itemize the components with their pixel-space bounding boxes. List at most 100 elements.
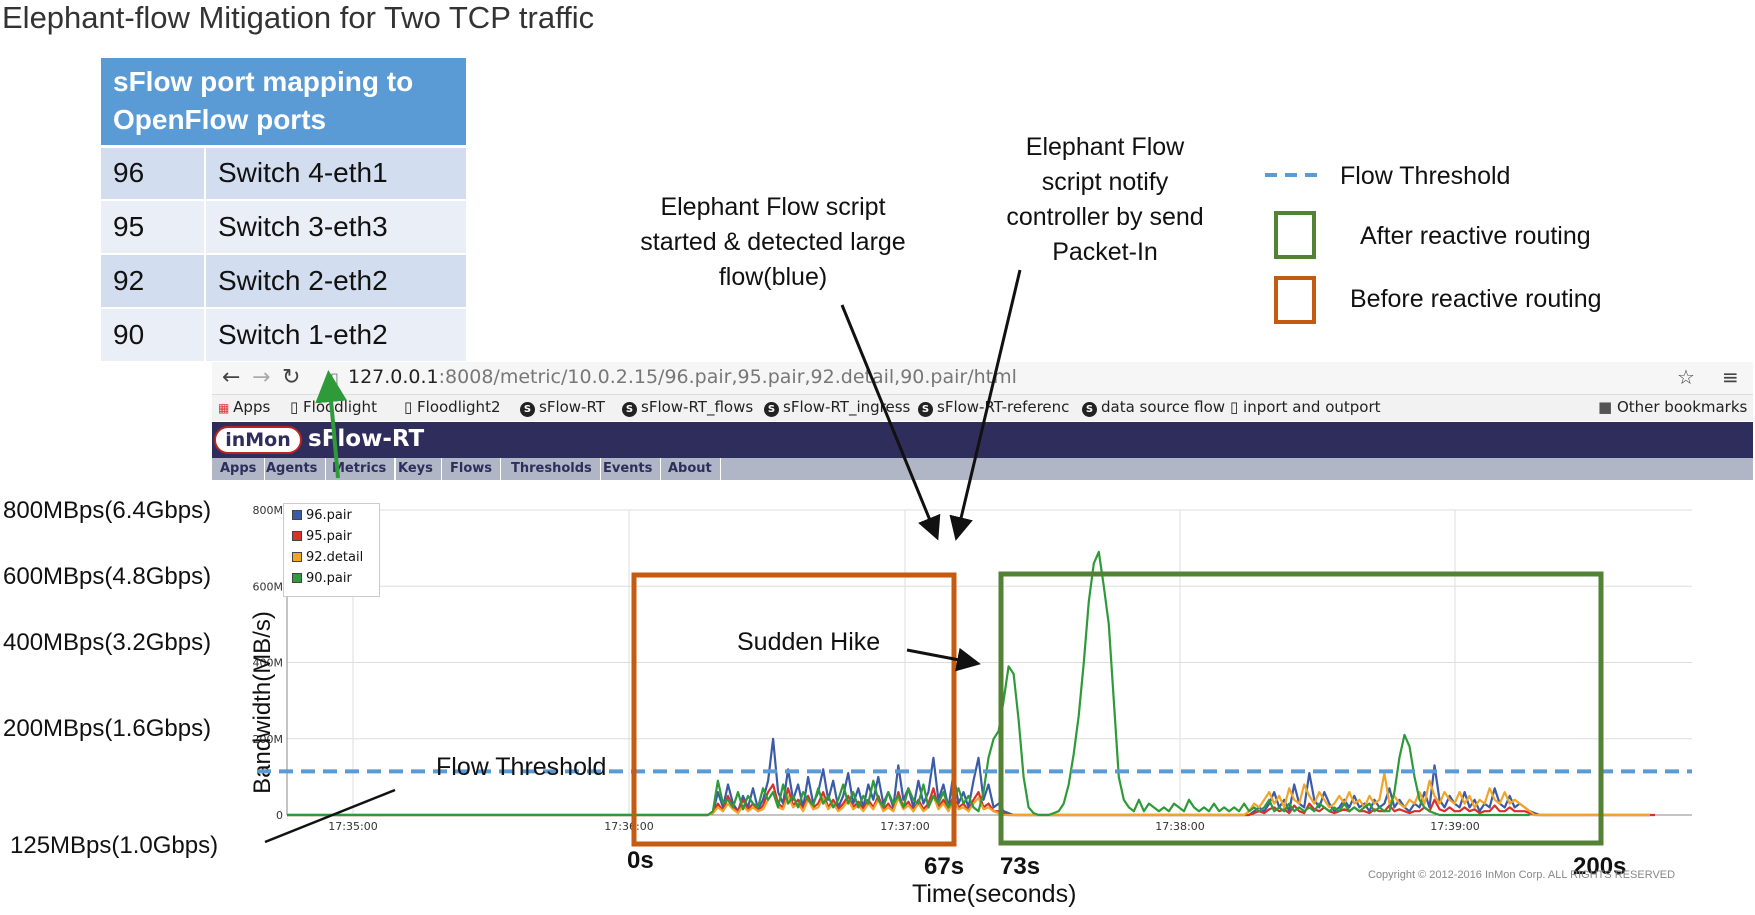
legend-swatch (292, 531, 302, 541)
port-cell: 90 (101, 308, 206, 363)
chart-overlay (257, 173, 1692, 847)
legend-swatch (292, 510, 302, 520)
y-axis-title: Bandwidth(MB/s) (249, 611, 276, 794)
tab-keys[interactable]: Keys (390, 458, 442, 480)
sflow-icon: S (918, 402, 933, 417)
y-tick-label: 400M (253, 657, 284, 670)
arrow-legend-to-table (315, 370, 348, 479)
sflow-icon: S (1082, 402, 1097, 417)
left-label-600: 600MBps(4.8Gbps) (3, 563, 212, 590)
back-icon[interactable]: ← (222, 365, 241, 390)
reload-icon[interactable]: ↻ (282, 365, 301, 390)
chart-grid: 0 200M 400M 600M 800M 17:35:00 17:36:00 17:37:0… (249, 504, 1692, 833)
legend-after-label: After reactive routing (1360, 222, 1591, 250)
page-icon: ▯ (1230, 398, 1244, 416)
legend-item-92[interactable]: 92.detail (292, 550, 363, 565)
legend-swatch (292, 573, 302, 583)
page-icon: ▯ (404, 398, 418, 416)
nav-tabs: Apps Agents Metrics Keys Flows Threshold… (212, 458, 1753, 480)
forward-icon[interactable]: → (252, 365, 271, 390)
table-row: 96 Switch 4-eth1 (101, 146, 466, 201)
legend-item-90[interactable]: 90.pair (292, 571, 352, 586)
tab-apps[interactable]: Apps (212, 458, 266, 480)
bookmark-other[interactable]: ■ Other bookmarks (1598, 398, 1748, 416)
sflow-brand: sFlow-RT (308, 426, 425, 452)
legend-after-swatch (1274, 211, 1316, 259)
mapping-cell: Switch 4-eth1 (205, 146, 466, 201)
seconds-200: 200s (1573, 853, 1627, 880)
x-tick-label: 17:37:00 (880, 820, 929, 833)
port-mapping-header: sFlow port mapping to OpenFlow ports (101, 58, 466, 148)
port-mapping-table: sFlow port mapping to OpenFlow ports 96 … (101, 58, 466, 363)
table-row: 95 Switch 3-eth3 (101, 200, 466, 255)
x-tick-label: 17:35:00 (328, 820, 377, 833)
series-line-90-pair (287, 550, 1530, 817)
before-routing-box (631, 572, 957, 847)
port-cell: 92 (101, 254, 206, 309)
arrow-sudden-hike (906, 647, 981, 672)
menu-icon[interactable]: ≡ (1722, 365, 1739, 389)
seconds-67: 67s (924, 853, 965, 880)
legend-item-96[interactable]: 96.pair (292, 508, 352, 523)
tab-thresholds[interactable]: Thresholds (503, 458, 601, 480)
legend-before-swatch (1274, 276, 1316, 324)
tab-about[interactable]: About (660, 458, 721, 480)
y-tick-label: 0 (276, 809, 283, 822)
y-tick-label: 600M (253, 580, 284, 593)
annotation-sudden-hike: Sudden Hike (737, 628, 881, 656)
url-host: 127.0.0.1 (348, 366, 439, 388)
legend-item-95[interactable]: 95.pair (292, 529, 352, 544)
arrow-notify-controller (949, 269, 1022, 541)
bookmark-inport-outport[interactable]: ▯ inport and outport (1230, 398, 1381, 416)
x-axis-title: Time(seconds) (912, 880, 1077, 908)
mapping-cell: Switch 2-eth2 (205, 254, 466, 309)
sflow-icon: S (520, 402, 535, 417)
legend-before-label: Before reactive routing (1350, 285, 1602, 313)
chart-series (287, 550, 1655, 817)
mapping-cell: Switch 1-eth2 (205, 308, 466, 363)
port-cell: 96 (101, 146, 206, 201)
y-tick-label: 800M (253, 504, 284, 517)
mapping-cell: Switch 3-eth3 (205, 200, 466, 255)
annotation-notify-controller: Elephant Flow script notify controller b… (1006, 133, 1204, 266)
chart-legend: 96.pair 95.pair 92.detail 90.pair (283, 503, 380, 597)
legend-swatch (292, 552, 302, 562)
line-threshold-pointer (264, 788, 396, 844)
seconds-73: 73s (1000, 853, 1041, 880)
tab-events[interactable]: Events (595, 458, 662, 480)
copyright-text: Copyright © 2012-2016 InMon Corp. ALL RI… (1368, 869, 1676, 881)
bookmark-floodlight2[interactable]: ▯ Floodlight2 (404, 398, 501, 416)
sflow-icon: S (622, 402, 637, 417)
arrow-script-started (840, 304, 941, 541)
left-label-200: 200MBps(1.6Gbps) (3, 715, 212, 742)
slide-title: Elephant-flow Mitigation for Two TCP tra… (2, 0, 595, 35)
left-label-800: 800MBps(6.4Gbps) (3, 497, 212, 524)
x-tick-label: 17:39:00 (1430, 820, 1479, 833)
apps-grid-icon: ▦ (218, 401, 234, 415)
inmon-logo: inMon (214, 426, 302, 454)
x-tick-label: 17:36:00 (604, 820, 653, 833)
legend-threshold-label: Flow Threshold (1340, 162, 1511, 190)
x-tick-label: 17:38:00 (1155, 820, 1204, 833)
y-tick-label: 200M (253, 733, 284, 746)
port-cell: 95 (101, 200, 206, 255)
table-row: 90 Switch 1-eth2 (101, 308, 466, 363)
tab-metrics[interactable]: Metrics (324, 458, 396, 480)
tab-agents[interactable]: Agents (258, 458, 327, 480)
folder-icon: ■ (1598, 398, 1617, 416)
star-icon[interactable]: ☆ (1677, 365, 1695, 389)
annotation-flow-threshold: Flow Threshold (436, 753, 607, 781)
sflow-icon: S (764, 402, 779, 417)
bookmark-apps[interactable]: ▦ Apps (218, 398, 271, 416)
seconds-0: 0s (627, 847, 654, 874)
annotation-script-started: Elephant Flow script started & detected … (640, 193, 906, 291)
tab-flows[interactable]: Flows (442, 458, 502, 480)
left-label-125: 125MBps(1.0Gbps) (10, 832, 219, 859)
